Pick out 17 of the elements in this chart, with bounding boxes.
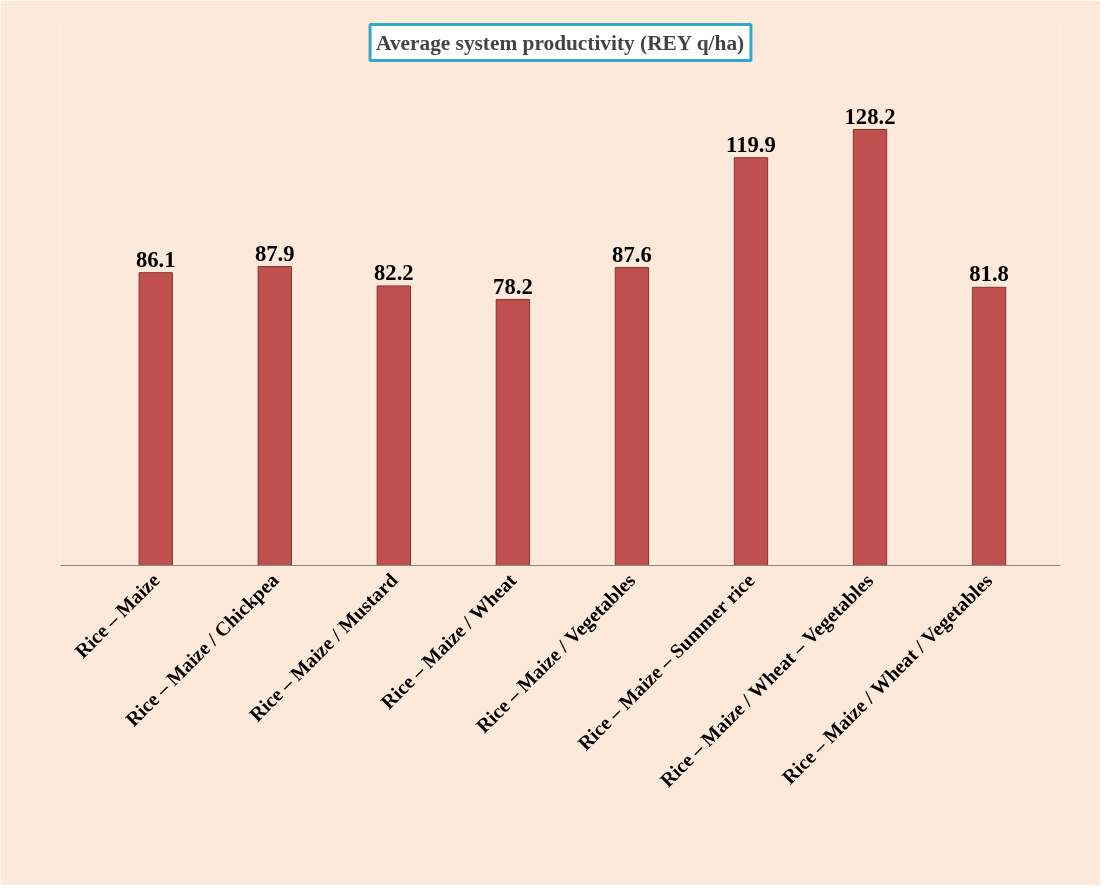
- data-label: 87.9: [254, 240, 295, 266]
- bar: [495, 299, 531, 566]
- data-label: 81.8: [969, 261, 1009, 287]
- data-label: 86.1: [135, 246, 176, 272]
- data-label: 119.9: [726, 131, 776, 157]
- bar: [138, 272, 173, 566]
- bar: [257, 266, 292, 566]
- bar: [614, 267, 650, 566]
- data-label: 82.2: [374, 259, 414, 285]
- bar: [376, 285, 411, 566]
- data-label: 128.2: [844, 103, 896, 129]
- bar: [733, 157, 769, 566]
- data-label: 87.6: [612, 241, 652, 267]
- data-label: 78.2: [493, 273, 533, 299]
- chart-title: Average system productivity (REY q/ha): [376, 30, 745, 55]
- bar: [852, 129, 888, 566]
- bar: [971, 286, 1007, 566]
